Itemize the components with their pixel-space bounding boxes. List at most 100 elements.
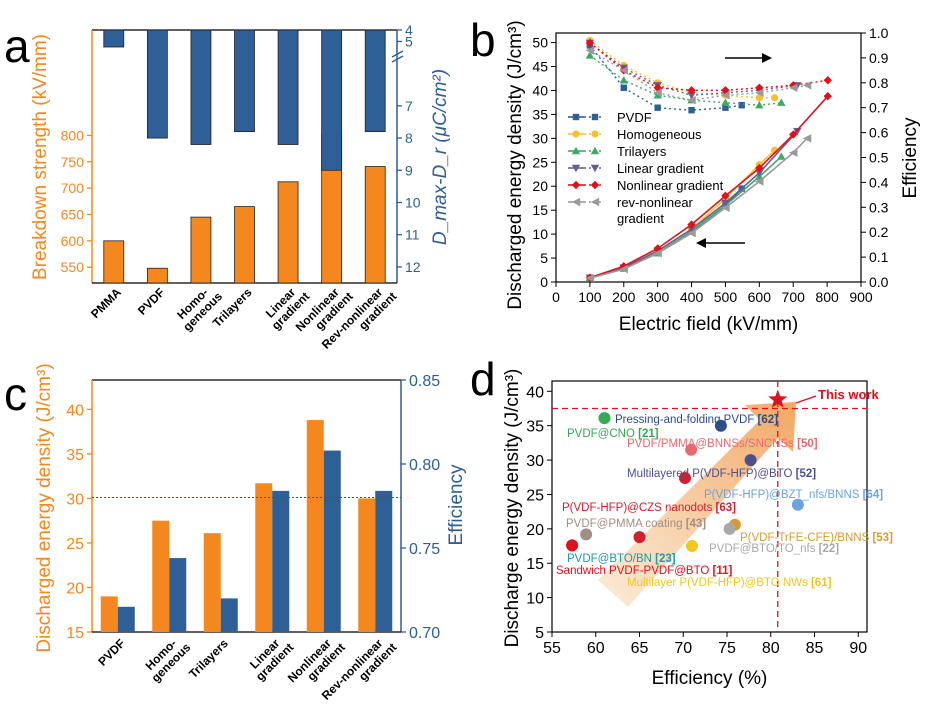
scatter-point <box>744 454 757 467</box>
chart-d: 55 60 65 70 75 80 85 90 5 10 15 20 25 30 35 40 Efficienc… <box>502 369 893 689</box>
y2-tick-label: 12 <box>405 259 421 275</box>
category-label: PMMA <box>88 285 124 321</box>
legend-marker <box>571 164 581 173</box>
y-tick-label: 10 <box>532 226 548 242</box>
bar-energy-density <box>152 520 170 632</box>
x-tick-label: 500 <box>714 289 738 305</box>
trend-arrow <box>598 402 796 607</box>
bar-energy-density <box>255 483 273 632</box>
efficiency-point <box>770 94 779 102</box>
axis-break-mark <box>391 55 404 63</box>
legend-label: gradient <box>617 211 664 226</box>
x-tick-label: 300 <box>646 289 670 305</box>
efficiency-point <box>585 51 595 59</box>
x-tick-label: 55 <box>543 640 561 657</box>
point-label: P(VDF-HFP)@CZS nanodots [63] <box>562 502 736 514</box>
y2-tick-label: 10 <box>405 194 421 210</box>
point-label: P(VDF-HFP)@BZT_nfs/BNNS [64] <box>704 489 883 501</box>
x-tick-label: 65 <box>631 640 649 657</box>
point-ref: [61] <box>811 577 832 589</box>
y-tick-label: 700 <box>61 180 85 196</box>
legend-entry: PVDF <box>568 110 652 125</box>
bar-efficiency <box>220 598 238 632</box>
legend-marker <box>571 197 581 207</box>
energy-point <box>619 261 628 271</box>
energy-point <box>793 127 802 136</box>
y-tick-label: 35 <box>526 419 544 436</box>
efficiency-point <box>585 38 595 48</box>
x-tick-label: 100 <box>578 289 602 305</box>
efficiency-point <box>585 46 595 55</box>
scatter-point <box>598 412 611 425</box>
efficiency-point <box>777 98 786 106</box>
y2-tick-label: 11 <box>405 227 420 243</box>
legend-entry: Linear gradient <box>568 161 704 176</box>
y-tick-label: 20 <box>526 522 544 539</box>
y2-tick-label: 0.2 <box>869 224 889 240</box>
y-tick-label: 30 <box>532 130 548 146</box>
bar-energy-density <box>358 498 376 632</box>
energy-point <box>789 148 798 157</box>
chart-a: 550 600 650 700 750 800 45 7 8 9 10 11 12 Breakdown s… <box>30 22 451 352</box>
legend-label: rev-nonlinear <box>617 195 694 210</box>
y2-tick-label: 0.85 <box>409 373 440 390</box>
y-tick-label: 25 <box>66 536 84 553</box>
bar-dmax-dr <box>364 29 386 133</box>
point-ref: [21] <box>638 428 659 440</box>
y2-axis-title: D_max-D_r (μC/cm²) <box>430 69 451 245</box>
y2-tick-label: 0.70 <box>409 625 440 642</box>
y-tick-label: 35 <box>532 106 548 122</box>
energy-point <box>755 163 764 173</box>
y2-tick-label: 0.0 <box>869 274 889 290</box>
this-work-label: This work <box>818 387 879 402</box>
x-tick-label: 0 <box>552 289 560 305</box>
efficiency-point <box>802 81 812 90</box>
legend-label: Homogeneous <box>617 127 702 142</box>
bar-energy-density <box>203 533 221 632</box>
efficiency-line <box>589 45 742 111</box>
point-ref: [22] <box>819 543 840 555</box>
chart-c: 15 20 25 30 35 40 0.70 0.75 0.80 0.85 Discharged e… <box>34 363 467 702</box>
x-axis-title: Efficiency (%) <box>652 668 768 689</box>
efficiency-point <box>653 83 662 92</box>
efficiency-point <box>755 94 763 102</box>
y-tick-label: 15 <box>66 625 84 642</box>
y-axis-title: Breakdown strength (kV/mm) <box>30 34 51 280</box>
bar-efficiency <box>117 606 135 632</box>
point-label-text: PVDF@BTO/TO_nfs <box>709 543 819 555</box>
scatter-point <box>714 419 727 432</box>
x-tick-label: 60 <box>587 640 605 657</box>
legend-marker <box>591 113 599 121</box>
point-label-text: P(VDF-HFP)@BZT_nfs/BNNS <box>704 489 863 501</box>
efficiency-point <box>823 76 832 85</box>
bar-energy-density <box>100 596 118 632</box>
energy-point <box>755 169 764 178</box>
energy-point <box>687 228 696 238</box>
x-tick-label: 70 <box>674 640 692 657</box>
legend-label: Linear gradient <box>617 161 704 176</box>
y-tick-label: 25 <box>532 154 548 170</box>
efficiency-point <box>620 84 627 91</box>
energy-point <box>687 220 696 229</box>
bar-dmax-dr <box>190 29 212 145</box>
point-label: PVDF@BTO/BN [23] <box>567 553 676 565</box>
y2-tick-label: 0.8 <box>869 75 889 91</box>
panel-label-a: a <box>4 20 30 72</box>
category-label: Trilayers <box>186 636 231 681</box>
bar-dmax-dr <box>146 29 168 139</box>
point-label-text: PVDF/PMMA@BNNSs/SNCNSs <box>627 438 797 450</box>
bar-efficiency <box>323 450 341 632</box>
arrow-left-head <box>696 238 706 248</box>
y2-tick-label: 8 <box>405 130 413 146</box>
energy-line <box>589 95 829 279</box>
efficiency-point <box>619 76 628 84</box>
point-label-text: Sandwich PVDF-PVDF@BTO <box>556 565 713 577</box>
legend-marker <box>591 130 599 138</box>
efficiency-point <box>687 92 696 100</box>
y-tick-label: 550 <box>61 259 85 275</box>
efficiency-point <box>721 91 730 100</box>
category-label: PVDF <box>135 285 168 318</box>
y-tick-label: 40 <box>526 384 544 401</box>
point-label-text: Pressing-and-folding PVDF <box>615 414 758 426</box>
this-work-pointer <box>795 395 817 404</box>
